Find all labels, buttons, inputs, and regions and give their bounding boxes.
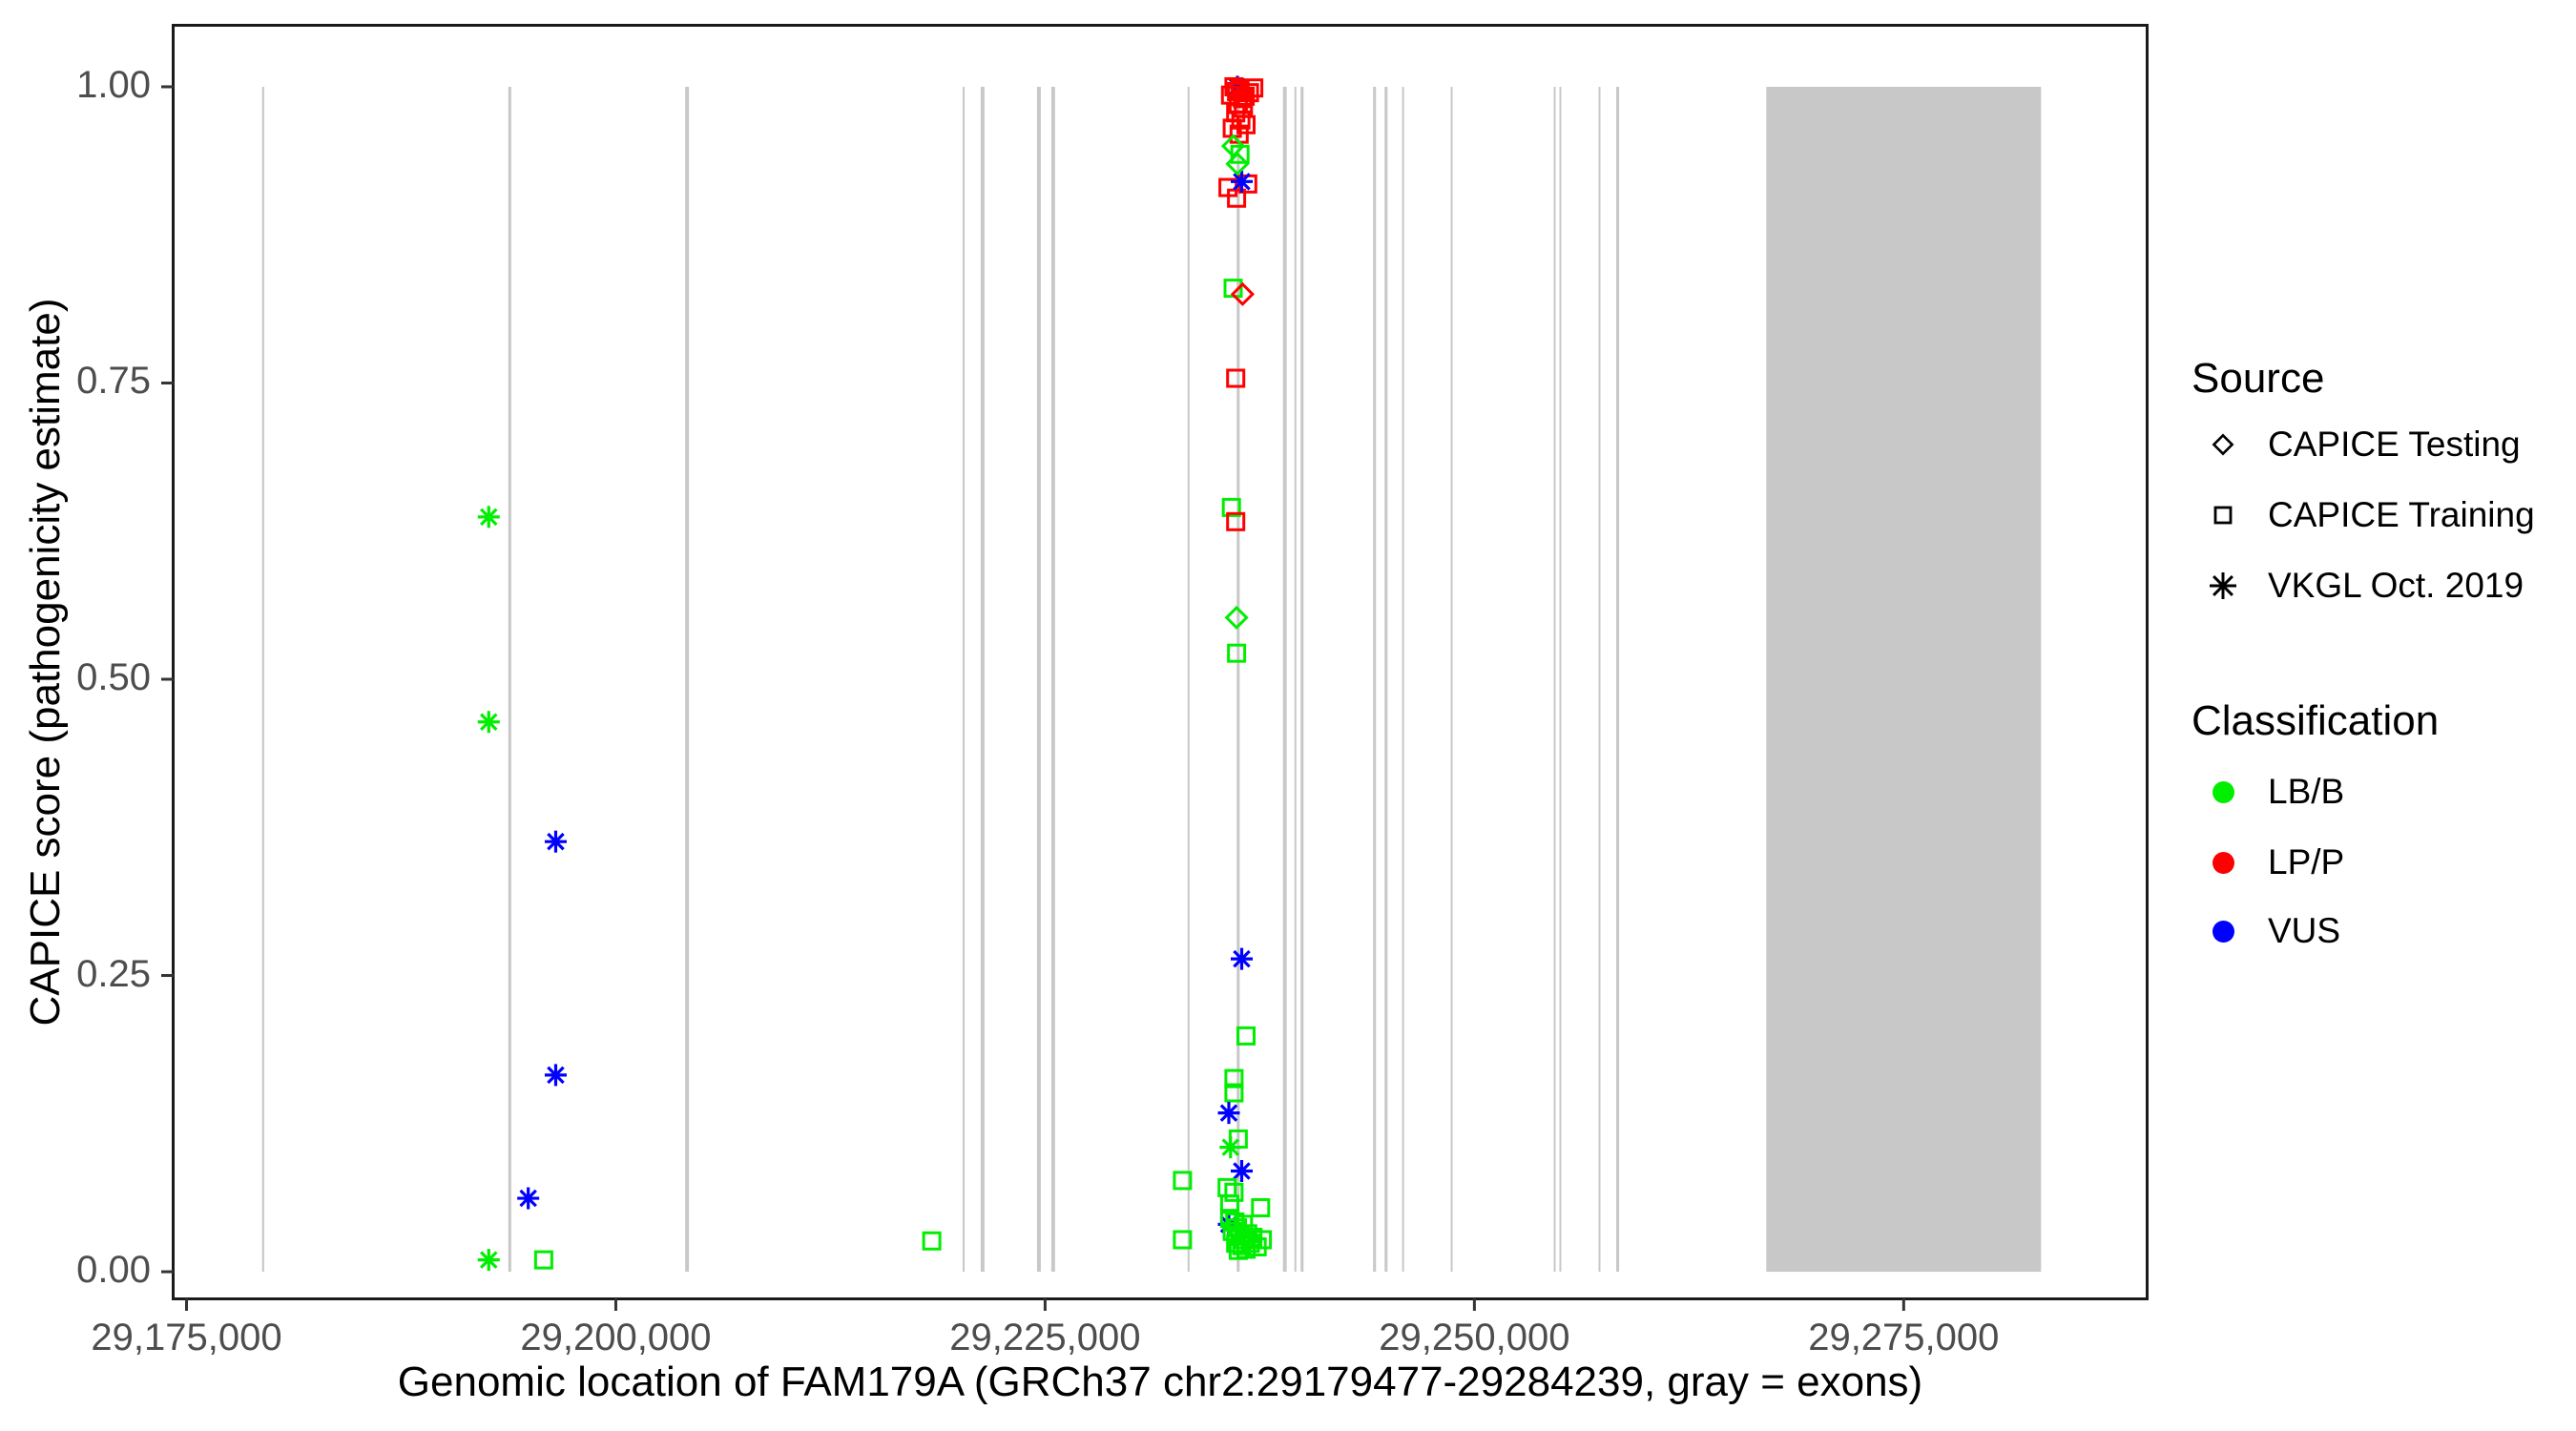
y-tick-label: 1.00 [76,63,151,106]
y-tick-label: 0.25 [76,952,151,995]
legend-label: CAPICE Training [2268,495,2535,534]
legend-label: LB/B [2268,772,2345,811]
y-tick-label: 0.00 [76,1249,151,1292]
asterisk-icon [2192,559,2254,612]
diamond-icon [2192,418,2254,471]
legend-item-lpp: LP/P [2192,836,2344,889]
x-tick-label: 29,250,000 [1379,1317,1570,1358]
legend-label: VUS [2268,911,2341,950]
x-axis-title: Genomic location of FAM179A (GRCh37 chr2… [397,1358,1923,1405]
plot-panel [172,24,2149,1300]
x-tick-label: 29,225,000 [949,1317,1141,1358]
y-tick-label: 0.75 [76,360,151,403]
vus-dot-icon [2212,920,2234,943]
lpp-dot-icon [2212,851,2234,874]
x-tick-label: 29,175,000 [91,1317,282,1358]
x-tick-label: 29,200,000 [520,1317,712,1358]
x-tick-label: 29,275,000 [1808,1317,2000,1358]
y-tick-label: 0.50 [76,656,151,698]
legend-item-vus: VUS [2192,904,2340,958]
legend-item-vkgl: VKGL Oct. 2019 [2192,559,2524,612]
legend-label: CAPICE Testing [2268,425,2521,464]
legend-item-capice-training: CAPICE Training [2192,488,2535,542]
legend-item-capice-testing: CAPICE Testing [2192,418,2521,471]
lbb-dot-icon [2212,780,2234,803]
legend-label: VKGL Oct. 2019 [2268,566,2524,605]
square-icon [2192,488,2254,542]
legend-classification-title: Classification [2192,697,2440,744]
legend-label: LP/P [2268,842,2345,881]
legend-item-lbb: LB/B [2192,765,2344,819]
legend-source-title: Source [2192,355,2325,402]
